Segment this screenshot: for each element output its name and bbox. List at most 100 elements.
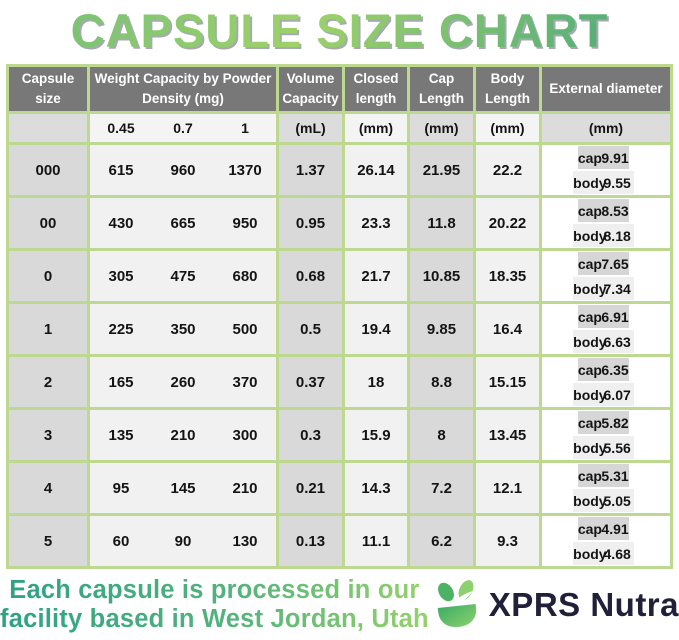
weight-value: 90 — [174, 532, 192, 550]
cell-volume-capacity: 0.21 — [279, 463, 342, 513]
cell-cap-length: 8 — [410, 410, 473, 460]
external-cap-value: 5.82 — [601, 414, 629, 431]
header-external-diameter: External diameter — [542, 67, 670, 111]
cell-weight-capacity: 165 260 370 — [90, 357, 276, 407]
header-cap-length: Cap Length — [410, 67, 473, 111]
weight-value: 350 — [170, 320, 196, 338]
external-body-row: body 5.56 — [573, 436, 634, 459]
cell-cap-length: 6.2 — [410, 516, 473, 566]
cell-body-length: 16.4 — [476, 304, 539, 354]
cell-body-length: 18.35 — [476, 251, 539, 301]
cell-weight-capacity: 225 350 500 — [90, 304, 276, 354]
external-body-value: 6.07 — [603, 386, 631, 403]
subheader-closed-unit: (mm) — [345, 114, 407, 142]
external-body-row: body 8.18 — [573, 224, 634, 247]
facility-note: Each capsule is processed in our facilit… — [0, 576, 429, 633]
external-cap-label: cap — [577, 467, 602, 484]
cell-external-diameter: cap 6.91 body 6.63 — [542, 304, 670, 354]
cell-body-length: 13.45 — [476, 410, 539, 460]
cell-closed-length: 18 — [345, 357, 407, 407]
weight-value: 60 — [112, 532, 130, 550]
external-cap-value: 7.65 — [601, 255, 629, 272]
cell-weight-capacity: 615 960 1370 — [90, 145, 276, 195]
cell-body-length: 20.22 — [476, 198, 539, 248]
cell-capsule-size: 2 — [9, 357, 87, 407]
external-body-label: body — [573, 174, 607, 191]
footer: Each capsule is processed in our facilit… — [0, 572, 679, 638]
header-capsule-size: Capsule size — [9, 67, 87, 111]
cell-external-diameter: cap 4.91 body 4.68 — [542, 516, 670, 566]
weight-value: 145 — [170, 479, 196, 497]
cell-capsule-size: 3 — [9, 410, 87, 460]
external-cap-label: cap — [577, 255, 602, 272]
cell-capsule-size: 00 — [9, 198, 87, 248]
facility-note-line2: facility based in West Jordan, Utah — [0, 605, 429, 633]
weight-value: 665 — [170, 214, 196, 232]
cell-body-length: 9.3 — [476, 516, 539, 566]
cell-closed-length: 19.4 — [345, 304, 407, 354]
external-cap-value: 5.31 — [601, 467, 629, 484]
cell-body-length: 15.15 — [476, 357, 539, 407]
cell-volume-capacity: 0.37 — [279, 357, 342, 407]
weight-value: 210 — [232, 479, 258, 497]
cell-closed-length: 26.14 — [345, 145, 407, 195]
weight-value: 475 — [170, 267, 196, 285]
cell-body-length: 12.1 — [476, 463, 539, 513]
density-07: 0.7 — [173, 120, 193, 136]
cell-external-diameter: cap 6.35 body 6.07 — [542, 357, 670, 407]
cell-cap-length: 9.85 — [410, 304, 473, 354]
external-body-label: body — [573, 545, 607, 562]
cell-capsule-size: 1 — [9, 304, 87, 354]
external-body-label: body — [573, 386, 607, 403]
external-body-value: 5.05 — [603, 492, 631, 509]
external-cap-row: cap 5.82 — [577, 411, 630, 434]
external-cap-label: cap — [577, 361, 602, 378]
subheader-volume-unit: (mL) — [279, 114, 342, 142]
external-cap-value: 6.91 — [601, 308, 629, 325]
cell-external-diameter: cap 5.31 body 5.05 — [542, 463, 670, 513]
cell-weight-capacity: 135 210 300 — [90, 410, 276, 460]
cell-weight-capacity: 95 145 210 — [90, 463, 276, 513]
cell-closed-length: 15.9 — [345, 410, 407, 460]
bowl-leaf-icon — [437, 580, 476, 628]
external-body-label: body — [573, 333, 607, 350]
external-cap-value: 6.35 — [601, 361, 629, 378]
external-cap-value: 9.91 — [601, 149, 629, 166]
cell-volume-capacity: 1.37 — [279, 145, 342, 195]
external-body-row: body 4.68 — [573, 542, 634, 565]
weight-value: 680 — [232, 267, 258, 285]
external-body-label: body — [573, 439, 607, 456]
external-body-row: body 6.07 — [573, 383, 634, 406]
external-body-row: body 6.63 — [573, 330, 634, 353]
cell-external-diameter: cap 7.65 body 7.34 — [542, 251, 670, 301]
subheader-external-unit: (mm) — [542, 114, 670, 142]
subheader-capsule-size-empty — [9, 114, 87, 142]
weight-value: 615 — [108, 161, 134, 179]
cell-weight-capacity: 430 665 950 — [90, 198, 276, 248]
header-volume-capacity: Volume Capacity — [279, 67, 342, 111]
external-body-row: body 7.34 — [573, 277, 634, 300]
cell-closed-length: 21.7 — [345, 251, 407, 301]
capsule-size-table: Capsule size Weight Capacity by Powder D… — [6, 64, 673, 569]
external-body-value: 5.56 — [603, 439, 631, 456]
external-cap-row: cap 9.91 — [577, 146, 630, 169]
cell-volume-capacity: 0.95 — [279, 198, 342, 248]
weight-value: 430 — [108, 214, 134, 232]
cell-cap-length: 11.8 — [410, 198, 473, 248]
cell-cap-length: 7.2 — [410, 463, 473, 513]
cell-volume-capacity: 0.3 — [279, 410, 342, 460]
cell-capsule-size: 000 — [9, 145, 87, 195]
density-1: 1 — [241, 120, 249, 136]
cell-cap-length: 8.8 — [410, 357, 473, 407]
external-body-label: body — [573, 280, 607, 297]
external-body-row: body 5.05 — [573, 489, 634, 512]
header-closed-length: Closed length — [345, 67, 407, 111]
weight-value: 950 — [232, 214, 258, 232]
cell-capsule-size: 0 — [9, 251, 87, 301]
density-045: 0.45 — [107, 120, 135, 136]
cell-weight-capacity: 305 475 680 — [90, 251, 276, 301]
external-cap-row: cap 6.35 — [577, 358, 630, 381]
subheader-body-unit: (mm) — [476, 114, 539, 142]
cell-external-diameter: cap 9.91 body 9.55 — [542, 145, 670, 195]
